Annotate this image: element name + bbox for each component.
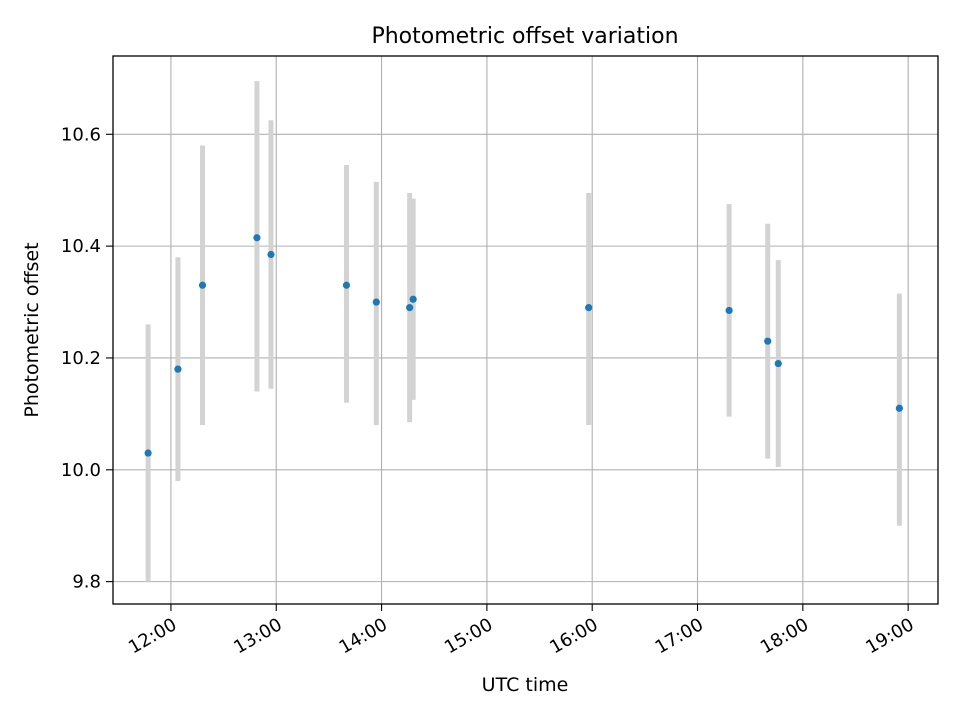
- plot-frame: [112, 55, 939, 605]
- y-tick-label: 10.2: [61, 348, 101, 369]
- x-tick-label: 13:00: [230, 614, 285, 658]
- y-tick-label: 10.0: [61, 460, 101, 481]
- data-point: [895, 404, 903, 412]
- x-tick-label: 18:00: [757, 614, 812, 658]
- data-point: [764, 337, 772, 345]
- x-tick-label: 15:00: [441, 614, 496, 658]
- data-point: [174, 365, 182, 373]
- x-tick-label: 17:00: [652, 614, 707, 658]
- grid: [113, 56, 938, 604]
- data-points: [144, 234, 903, 457]
- x-axis-ticks: 12:00 13:00 14:00 15:00 16:00 17:00 18:00 19:00: [125, 604, 918, 658]
- y-tick-label: 10.4: [61, 236, 101, 257]
- data-point: [585, 304, 593, 312]
- data-point: [409, 295, 417, 303]
- y-axis-ticks: 9.8 10.0 10.2 10.4 10.6: [61, 124, 113, 593]
- error-bars: [145, 81, 902, 582]
- data-point: [725, 306, 733, 315]
- x-tick-label: 16:00: [546, 614, 601, 658]
- y-axis-label: Photometric offset: [21, 242, 43, 417]
- data-point: [267, 250, 275, 259]
- x-tick-label: 12:00: [125, 614, 180, 658]
- y-tick-label: 10.6: [61, 124, 101, 145]
- data-point: [774, 359, 782, 368]
- data-point: [144, 449, 152, 457]
- y-tick-label: 9.8: [72, 572, 101, 593]
- data-point: [372, 298, 380, 306]
- data-point: [198, 281, 207, 289]
- x-tick-label: 14:00: [336, 614, 391, 658]
- x-axis-label: UTC time: [482, 674, 569, 696]
- x-tick-label: 19:00: [862, 614, 917, 658]
- data-point: [253, 234, 261, 242]
- data-point: [342, 281, 351, 289]
- data-point: [406, 304, 414, 312]
- chart-title: Photometric offset variation: [371, 24, 678, 49]
